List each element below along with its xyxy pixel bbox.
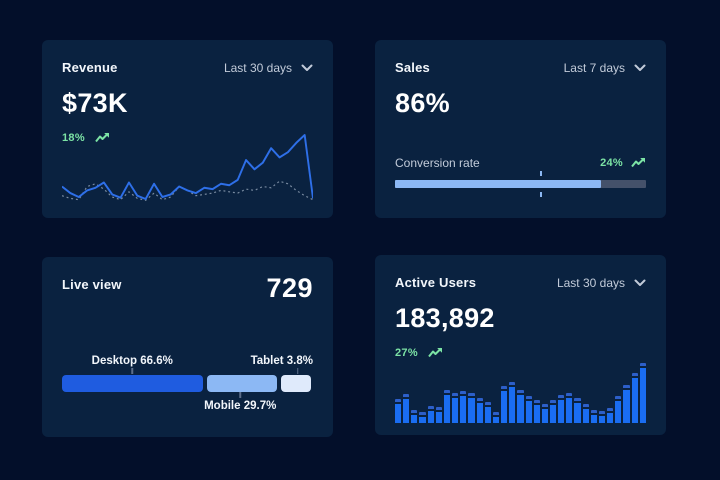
active-users-delta: 27%: [395, 347, 646, 359]
conversion-rate-delta: 24%: [600, 157, 646, 169]
bar: [460, 391, 467, 423]
bar: [549, 400, 557, 423]
bar: [509, 382, 516, 423]
bottom-tick-row: [62, 392, 313, 399]
revenue-card-header: Revenue Last 30 days: [62, 60, 313, 75]
bar: [598, 411, 606, 423]
conversion-rate-label: Conversion rate: [395, 156, 480, 170]
bar: [476, 397, 483, 423]
conversion-progress-bar: [395, 171, 646, 197]
active-users-bar-chart: [395, 363, 646, 423]
bar: [411, 409, 418, 423]
tablet-share-label: Tablet 3.8%: [250, 355, 313, 367]
revenue-value: $73K: [62, 88, 128, 118]
bar: [435, 407, 442, 423]
bar: [492, 412, 500, 423]
conversion-delta-value: 24%: [600, 157, 623, 169]
mobile-tick: [239, 392, 241, 398]
bar: [484, 402, 491, 423]
sales-card-header: Sales Last 7 days: [395, 60, 646, 75]
active-users-card: Active Users Last 30 days 183,892 27%: [375, 255, 666, 435]
bar: [590, 409, 597, 423]
bar: [533, 400, 540, 423]
live-view-card: Live view 729 Desktop 66.6% Tablet 3.8% …: [42, 257, 333, 437]
live-view-value: 729: [266, 273, 313, 303]
revenue-delta: 18%: [62, 132, 313, 144]
bar: [517, 390, 524, 423]
bar: [541, 403, 548, 423]
conversion-rate-block: Conversion rate 24%: [395, 156, 646, 197]
progress-marker-bottom: [539, 192, 542, 197]
active-users-card-header: Active Users Last 30 days: [395, 275, 646, 290]
revenue-delta-value: 18%: [62, 132, 85, 144]
bar: [639, 363, 646, 423]
revenue-line-chart: [62, 130, 313, 204]
active-users-range-dropdown[interactable]: Last 30 days: [557, 276, 646, 290]
live-view-header: Live view 729: [62, 273, 313, 304]
bar: [566, 393, 573, 423]
revenue-line-svg: [62, 134, 313, 201]
bar: [615, 396, 622, 423]
sales-range-dropdown[interactable]: Last 7 days: [564, 61, 646, 75]
active-users-value: 183,892: [395, 303, 495, 333]
bar: [468, 393, 475, 423]
chevron-down-icon: [301, 64, 313, 71]
bar: [419, 412, 426, 423]
bar: [623, 384, 630, 423]
bar: [395, 399, 402, 423]
sales-range-label: Last 7 days: [563, 60, 625, 75]
bar: [427, 406, 434, 423]
active-users-delta-value: 27%: [395, 347, 418, 359]
trending-up-icon: [631, 157, 645, 168]
bar: [582, 403, 589, 423]
desktop-tick: [131, 368, 134, 374]
chevron-down-icon: [634, 64, 646, 71]
bar: [558, 395, 565, 423]
active-users-title: Active Users: [395, 275, 477, 290]
bar: [443, 390, 451, 423]
progress-marker-top: [539, 171, 542, 176]
trending-up-icon: [428, 347, 442, 358]
mobile-share-label: Mobile 29.7%: [204, 400, 277, 412]
sales-value: 86%: [395, 88, 450, 118]
bar: [525, 396, 532, 423]
segment-desktop: [62, 375, 203, 392]
sales-card: Sales Last 7 days 86% Conversion rate 24…: [375, 40, 666, 218]
chevron-down-icon: [634, 279, 646, 286]
bar: [631, 372, 638, 423]
revenue-range-dropdown[interactable]: Last 30 days: [224, 61, 313, 75]
device-share-top-labels: Desktop 66.6% Tablet 3.8%: [62, 355, 313, 368]
conversion-rate-row: Conversion rate 24%: [395, 156, 646, 170]
live-view-title: Live view: [62, 277, 122, 292]
revenue-title: Revenue: [62, 60, 118, 75]
conversion-progress-fill: [395, 180, 601, 188]
device-share-bottom-labels: Mobile 29.7%: [62, 400, 313, 413]
tablet-tick: [297, 368, 299, 374]
active-users-range-label: Last 30 days: [556, 275, 625, 290]
revenue-card: Revenue Last 30 days $73K 18%: [42, 40, 333, 218]
bar: [501, 385, 508, 423]
bar: [607, 408, 614, 423]
bar: [452, 393, 459, 423]
bar: [403, 394, 410, 423]
sales-title: Sales: [395, 60, 430, 75]
device-share-bar: [62, 375, 313, 392]
desktop-share-label: Desktop 66.6%: [91, 355, 173, 367]
segment-tablet: [280, 375, 311, 392]
trending-up-icon: [95, 132, 109, 143]
segment-mobile: [206, 375, 277, 392]
revenue-range-label: Last 30 days: [223, 60, 292, 75]
top-tick-row: [62, 368, 313, 375]
bar: [574, 397, 581, 423]
device-share-chart: Desktop 66.6% Tablet 3.8% Mobile 29.7%: [62, 355, 313, 413]
